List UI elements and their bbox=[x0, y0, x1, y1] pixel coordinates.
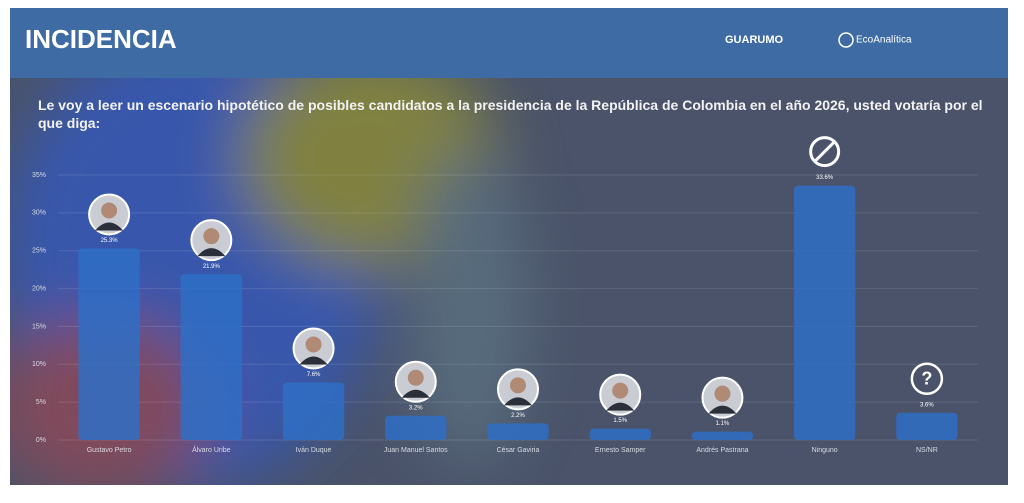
value-label: 25.3% bbox=[101, 238, 119, 244]
avatar-body bbox=[197, 248, 226, 257]
y-tick-label: 5% bbox=[36, 399, 46, 406]
logo: GUARUMO bbox=[725, 34, 783, 46]
y-tick-label: 25% bbox=[32, 248, 46, 255]
value-label: 2.2% bbox=[511, 413, 525, 419]
x-tick-label: Ninguno bbox=[812, 447, 838, 454]
y-tick-label: 20% bbox=[32, 285, 46, 292]
bar bbox=[691, 431, 754, 440]
icon bbox=[910, 362, 944, 395]
icon bbox=[813, 140, 836, 163]
value-label: 33.6% bbox=[816, 175, 834, 181]
bar bbox=[78, 248, 140, 440]
bar bbox=[180, 274, 242, 440]
x-tick-label: Andrés Pastrana bbox=[696, 447, 748, 454]
y-tick-label: 35% bbox=[32, 172, 46, 179]
chart: INCIDENCIA GUARUMO EcoAnalítica 0% 5% 10% 1… bbox=[10, 8, 1008, 485]
logo: EcoAnalítica bbox=[856, 35, 912, 46]
value-label: 3.2% bbox=[409, 405, 423, 411]
bar bbox=[487, 423, 549, 440]
y-tick-label: 10% bbox=[32, 361, 46, 368]
icon bbox=[809, 136, 841, 168]
avatar-head bbox=[510, 377, 526, 394]
value-label: 3.6% bbox=[920, 402, 934, 408]
x-tick-label: César Gaviria bbox=[497, 447, 540, 454]
chart-title: Le voy a leer un escenario hipotético de… bbox=[38, 97, 983, 131]
avatar-head bbox=[203, 228, 220, 245]
bar bbox=[589, 428, 651, 440]
avatar-body bbox=[606, 402, 635, 411]
bar bbox=[794, 185, 856, 440]
y-tick-label: 0% bbox=[36, 437, 46, 444]
avatar-body bbox=[708, 405, 737, 414]
x-tick-label: Gustavo Petro bbox=[87, 447, 132, 454]
avatar-head bbox=[305, 336, 322, 353]
y-tick-label: 15% bbox=[32, 323, 46, 330]
bar bbox=[896, 412, 958, 440]
avatar-body bbox=[95, 222, 124, 231]
avatar-head bbox=[714, 385, 731, 402]
screenshot: INCIDENCIA GUARUMO EcoAnalítica 0% 5% 10% 1… bbox=[10, 8, 1008, 485]
icon: ? bbox=[921, 368, 932, 388]
x-tick-label: Ernesto Samper bbox=[595, 447, 646, 454]
header-title: INCIDENCIA bbox=[25, 24, 177, 54]
x-tick-label: Álvaro Uribe bbox=[192, 445, 231, 454]
avatar-body bbox=[401, 389, 430, 398]
bar bbox=[282, 382, 345, 440]
avatar-head bbox=[101, 202, 118, 219]
x-tick-label: NS/NR bbox=[916, 447, 938, 454]
value-label: 1.1% bbox=[716, 421, 730, 427]
y-tick-label: 30% bbox=[32, 210, 46, 217]
value-label: 1.5% bbox=[613, 418, 627, 424]
header-bar bbox=[10, 8, 1008, 78]
value-label: 7.6% bbox=[307, 372, 321, 378]
logo-icon bbox=[838, 32, 854, 48]
avatar-head bbox=[407, 369, 424, 386]
x-tick-label: Juan Manuel Santos bbox=[384, 447, 448, 454]
value-label: 21.9% bbox=[203, 264, 221, 270]
plot: 0% 5% 10% 15% 20% 25% 30% 35% Gustavo Petro 25.3%… bbox=[32, 136, 978, 454]
avatar-body bbox=[504, 397, 532, 406]
avatar-head bbox=[612, 382, 629, 399]
x-tick-label: Iván Duque bbox=[296, 447, 332, 454]
bar bbox=[385, 415, 447, 440]
avatar-body bbox=[299, 356, 328, 365]
